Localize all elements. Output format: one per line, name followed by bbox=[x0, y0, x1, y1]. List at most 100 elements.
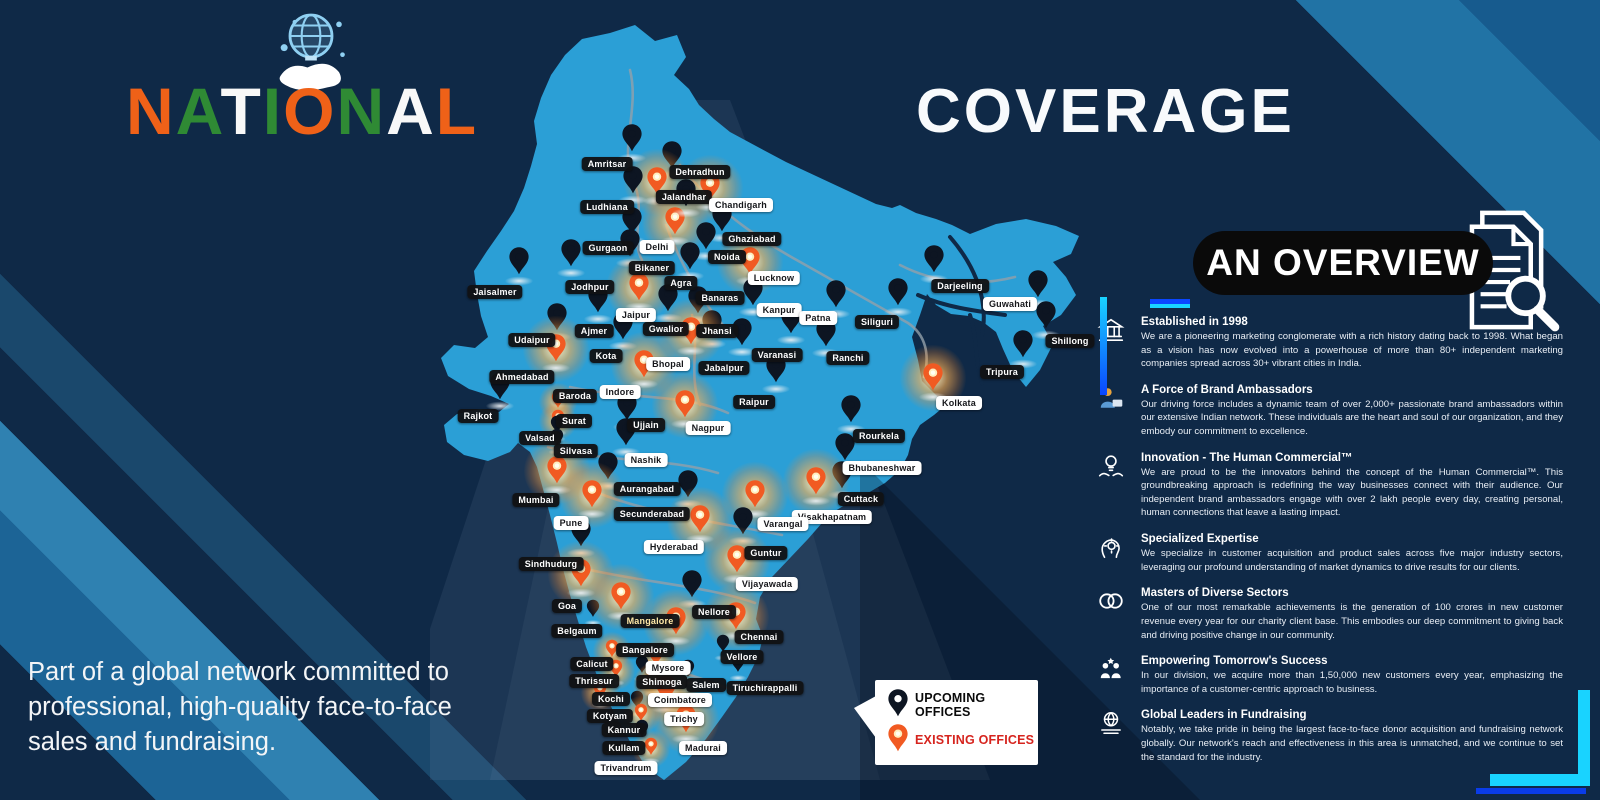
map-label-silvasa: Silvasa bbox=[553, 444, 599, 458]
map-label-pune: Pune bbox=[553, 516, 589, 530]
map-label-lucknow: Lucknow bbox=[747, 271, 801, 285]
map-label-jabalpur: Jabalpur bbox=[698, 361, 750, 375]
map-label-chennai: Chennai bbox=[734, 630, 784, 644]
logo-letter: L bbox=[435, 74, 479, 148]
map-pin-ranchi-upcoming bbox=[815, 318, 837, 353]
overview-sections: Established in 1998 We are a pioneering m… bbox=[1097, 316, 1563, 777]
pin-shadow bbox=[662, 636, 690, 646]
map-pin-vellore-upcoming bbox=[716, 634, 730, 658]
map-label-amritsar: Amritsar bbox=[581, 157, 633, 171]
overview-badge: AN OVERVIEW bbox=[1193, 231, 1493, 295]
map-label-nashik: Nashik bbox=[624, 453, 668, 467]
map-pin-agra-upcoming bbox=[679, 241, 701, 276]
map-label-nagpur: Nagpur bbox=[685, 421, 731, 435]
map-label-secunderabad: Secunderabad bbox=[613, 507, 691, 521]
logo-letter: I bbox=[262, 74, 284, 148]
pin-shadow bbox=[584, 314, 612, 324]
pin-shadow bbox=[739, 307, 767, 317]
overview-bracket-horizontal bbox=[1150, 299, 1190, 308]
map-pin-shillong-upcoming bbox=[1035, 300, 1057, 335]
pin-shadow bbox=[584, 620, 602, 626]
map-label-gwalior: Gwalior bbox=[642, 322, 690, 336]
overview-section-body: We are a pioneering marketing conglomera… bbox=[1141, 331, 1563, 370]
map-label-ludhiana: Ludhiana bbox=[580, 200, 634, 214]
existing-office-pin-icon bbox=[887, 723, 909, 758]
pin-shadow bbox=[672, 734, 700, 744]
map-label-varangal: Varangal bbox=[757, 517, 809, 531]
overview-section: Specialized Expertise We specialize in cu… bbox=[1097, 533, 1563, 574]
fundraising-icon bbox=[1097, 709, 1127, 739]
overview-section-body: We are proud to be the innovators behind… bbox=[1141, 466, 1563, 519]
map-pin-amritsar-upcoming bbox=[621, 123, 643, 158]
map-pin-kannur-existing bbox=[634, 703, 648, 727]
map-label-kotyam: Kotyam bbox=[586, 709, 634, 723]
map-label-guntur: Guntur bbox=[744, 546, 788, 560]
map-pin-trivandrum-existing bbox=[644, 737, 658, 761]
map-label-varanasi: Varanasi bbox=[751, 348, 803, 362]
pin-shadow bbox=[567, 588, 595, 598]
overview-corner-bracket-blue bbox=[1476, 702, 1586, 794]
map-label-rajkot: Rajkot bbox=[457, 409, 499, 423]
overview-bracket-vertical bbox=[1100, 297, 1107, 395]
map-label-sindhudurg: Sindhudurg bbox=[518, 557, 584, 571]
map-pin-shimoga-upcoming bbox=[635, 655, 649, 679]
map-label-delhi: Delhi bbox=[639, 240, 675, 254]
expertise-icon bbox=[1097, 533, 1127, 563]
map-label-valsad: Valsad bbox=[519, 431, 561, 445]
sectors-icon bbox=[1097, 587, 1127, 617]
map-label-vijayawada: Vijayawada bbox=[735, 577, 799, 591]
map-label-mumbai: Mumbai bbox=[512, 493, 560, 507]
pin-shadow bbox=[625, 302, 653, 312]
map-pin-gurgaon-upcoming bbox=[621, 206, 643, 241]
pin-shadow bbox=[686, 534, 714, 544]
map-label-kochi: Kochi bbox=[591, 692, 631, 706]
pin-shadow bbox=[1024, 299, 1052, 309]
map-label-surat: Surat bbox=[555, 414, 593, 428]
logo-letter: N bbox=[126, 74, 176, 148]
pin-shadow bbox=[661, 236, 689, 246]
map-pin-calicut-existing bbox=[605, 639, 619, 663]
map-label-nellore: Nellore bbox=[692, 605, 736, 619]
legend-label: UPCOMING OFFICES bbox=[915, 691, 986, 719]
map-label-raipur: Raipur bbox=[733, 395, 775, 409]
legend-item-upcoming: UPCOMING OFFICES bbox=[887, 688, 1038, 723]
pin-shadow bbox=[630, 379, 658, 389]
overview-section-title: Innovation - The Human Commercial™ bbox=[1141, 451, 1353, 464]
map-label-trichy: Trichy bbox=[664, 712, 704, 726]
logo-wordmark: NATIONAL bbox=[126, 78, 478, 144]
map-label-gurgaon: Gurgaon bbox=[582, 241, 634, 255]
pin-shadow bbox=[729, 675, 747, 681]
logo-letter: N bbox=[336, 74, 387, 148]
pin-shadow bbox=[543, 485, 571, 495]
overview-section-title: Specialized Expertise bbox=[1141, 533, 1259, 546]
pin-shadow bbox=[837, 424, 865, 434]
map-label-ajmer: Ajmer bbox=[574, 324, 614, 338]
pin-shadow bbox=[692, 251, 720, 261]
map-label-thrissur: Thrissur bbox=[569, 674, 619, 688]
map-pin-siliguri-upcoming bbox=[887, 277, 909, 312]
map-label-bikaner: Bikaner bbox=[628, 261, 676, 275]
pin-shadow bbox=[802, 496, 830, 506]
pin-shadow bbox=[812, 348, 840, 358]
overview-section-title: Global Leaders in Fundraising bbox=[1141, 709, 1307, 722]
map-pin-noida-upcoming bbox=[695, 221, 717, 256]
map-label-kanpur: Kanpur bbox=[756, 303, 802, 317]
overview-section: A Force of Brand Ambassadors Our driving … bbox=[1097, 384, 1563, 439]
map-label-banaras: Banaras bbox=[695, 291, 745, 305]
overview-section: Global Leaders in Fundraising Notably, we… bbox=[1097, 709, 1563, 764]
pin-shadow bbox=[486, 401, 514, 411]
empowering-icon bbox=[1097, 655, 1127, 685]
map-label-patna: Patna bbox=[799, 311, 837, 325]
office-legend: UPCOMING OFFICES EXISTING OFFICES bbox=[854, 680, 1038, 765]
map-label-jalandhar: Jalandhar bbox=[655, 190, 713, 204]
pin-shadow bbox=[542, 363, 570, 373]
legend-label: EXISTING OFFICES bbox=[915, 733, 1035, 747]
map-label-mangalore: Mangalore bbox=[620, 614, 680, 628]
map-pin-jaisalmer-upcoming bbox=[508, 246, 530, 281]
pin-shadow bbox=[505, 276, 533, 286]
map-label-udaipur: Udaipur bbox=[508, 333, 556, 347]
overview-section: Innovation - The Human Commercial™ We are… bbox=[1097, 452, 1563, 520]
map-pin-hyderabad-existing bbox=[689, 504, 711, 539]
overview-section-body: We specialize in customer acquisition an… bbox=[1141, 548, 1563, 573]
overview-section-title: A Force of Brand Ambassadors bbox=[1141, 383, 1313, 396]
